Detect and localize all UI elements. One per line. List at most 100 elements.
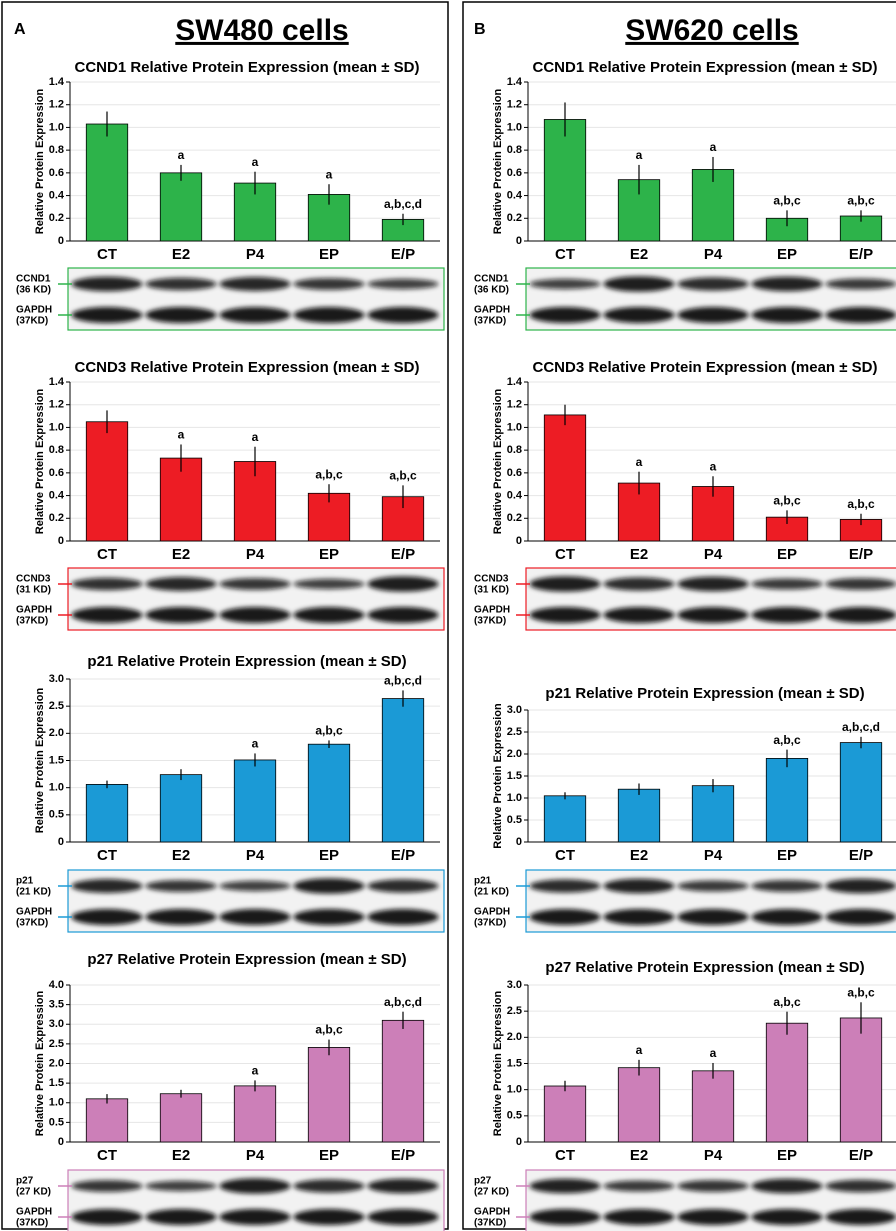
y-tick-label: 1.0	[49, 1097, 64, 1109]
blot-label: GAPDH	[16, 1207, 52, 1218]
blot-band	[367, 607, 438, 623]
y-tick-label: 1.5	[507, 1057, 522, 1069]
blot-band	[825, 607, 896, 623]
y-tick-label: 2.0	[507, 748, 522, 760]
bar	[766, 758, 807, 842]
significance-label: a	[326, 167, 333, 181]
blot-label: p21	[474, 876, 492, 887]
y-tick-label: 0.8	[49, 444, 64, 456]
y-tick-label: 2.5	[49, 1038, 64, 1050]
significance-label: a,b,c	[847, 497, 875, 511]
blot-band	[293, 278, 364, 290]
y-tick-label: 2.0	[49, 1057, 64, 1069]
y-tick-label: 2.0	[507, 1031, 522, 1043]
x-tick-label: CT	[555, 546, 575, 563]
significance-label: a,b,c	[315, 467, 343, 481]
y-tick-label: 0.2	[507, 512, 522, 524]
y-tick-label: 1.4	[507, 376, 523, 388]
y-tick-label: 1.0	[507, 792, 522, 804]
blot-band	[825, 1180, 896, 1193]
chart-title: p27 Relative Protein Expression (mean ± …	[545, 959, 864, 976]
blot-band	[219, 307, 290, 323]
x-tick-label: E2	[172, 246, 190, 263]
y-tick-label: 0.2	[49, 512, 64, 524]
blot-label: (37KD)	[474, 316, 506, 327]
y-tick-label: 1.2	[49, 399, 64, 411]
significance-label: a,b,c,d	[384, 674, 422, 688]
blot-label: (36 KD)	[16, 285, 51, 296]
y-tick-label: 1.4	[49, 376, 65, 388]
bar	[308, 1047, 349, 1142]
blot-band	[219, 277, 290, 291]
blot-band	[293, 878, 364, 893]
y-tick-label: 0.6	[507, 167, 522, 179]
bar	[86, 1099, 127, 1142]
blot-band	[145, 880, 216, 892]
y-axis-label: Relative Protein Expression	[34, 88, 46, 234]
blot-label: (37KD)	[474, 918, 506, 929]
y-tick-label: 0	[516, 1136, 522, 1148]
bar	[840, 743, 881, 842]
y-tick-label: 1.5	[49, 754, 64, 766]
blot-label: p27	[16, 1176, 34, 1187]
blot-band	[603, 577, 674, 590]
y-tick-label: 0.6	[49, 167, 64, 179]
bar	[840, 1018, 881, 1142]
significance-label: a,b,c	[847, 985, 875, 999]
significance-label: a,b,c	[389, 469, 417, 483]
x-tick-label: EP	[319, 1147, 339, 1164]
significance-label: a	[710, 459, 717, 473]
x-tick-label: E/P	[849, 847, 873, 864]
y-axis-label: Relative Protein Expression	[34, 990, 46, 1136]
blot-band	[71, 909, 142, 925]
blot-band	[293, 1179, 364, 1192]
significance-label: a,b,c,d	[384, 995, 422, 1009]
y-tick-label: 1.5	[507, 770, 522, 782]
blot-label: p21	[16, 876, 34, 887]
y-tick-label: 0	[516, 836, 522, 848]
y-tick-label: 0.4	[49, 189, 65, 201]
bar	[86, 124, 127, 241]
blot-band	[529, 307, 600, 323]
blot-band	[367, 1179, 438, 1194]
x-tick-label: P4	[246, 246, 265, 263]
blot-band	[145, 607, 216, 623]
blot-band	[751, 1179, 822, 1194]
blot-band	[71, 607, 142, 623]
bar	[160, 173, 201, 241]
bar	[692, 1071, 733, 1142]
y-tick-label: 0.8	[507, 444, 522, 456]
x-tick-label: E/P	[849, 1147, 873, 1164]
blot-band	[677, 607, 748, 623]
y-tick-label: 0.6	[49, 467, 64, 479]
blot-band	[145, 577, 216, 591]
blot-label: (27 KD)	[474, 1187, 509, 1198]
blot-band	[529, 879, 600, 892]
y-tick-label: 1.2	[49, 99, 64, 111]
blot-band	[71, 879, 142, 893]
y-tick-label: 0	[58, 836, 64, 848]
panel-label: B	[474, 21, 486, 38]
y-tick-label: 1.5	[49, 1077, 64, 1089]
blot-band	[367, 279, 438, 289]
significance-label: a	[252, 155, 259, 169]
blot-band	[825, 1209, 896, 1225]
y-tick-label: 0.4	[507, 189, 523, 201]
blot-band	[145, 1209, 216, 1225]
blot-band	[751, 880, 822, 892]
blot-band	[529, 576, 600, 591]
y-tick-label: 1.0	[507, 121, 522, 133]
bar	[618, 1068, 659, 1142]
blot-band	[293, 307, 364, 323]
y-tick-label: 1.0	[507, 1084, 522, 1096]
panel-title: SW480 cells	[175, 14, 348, 47]
blot-band	[603, 909, 674, 925]
blot-band	[71, 1180, 142, 1192]
blot-band	[751, 1209, 822, 1225]
y-axis-label: Relative Protein Expression	[34, 388, 46, 534]
blot-label: (21 KD)	[474, 887, 509, 898]
blot-band	[603, 276, 674, 291]
significance-label: a,b,c	[847, 194, 875, 208]
bar	[692, 786, 733, 842]
y-axis-label: Relative Protein Expression	[492, 703, 504, 849]
